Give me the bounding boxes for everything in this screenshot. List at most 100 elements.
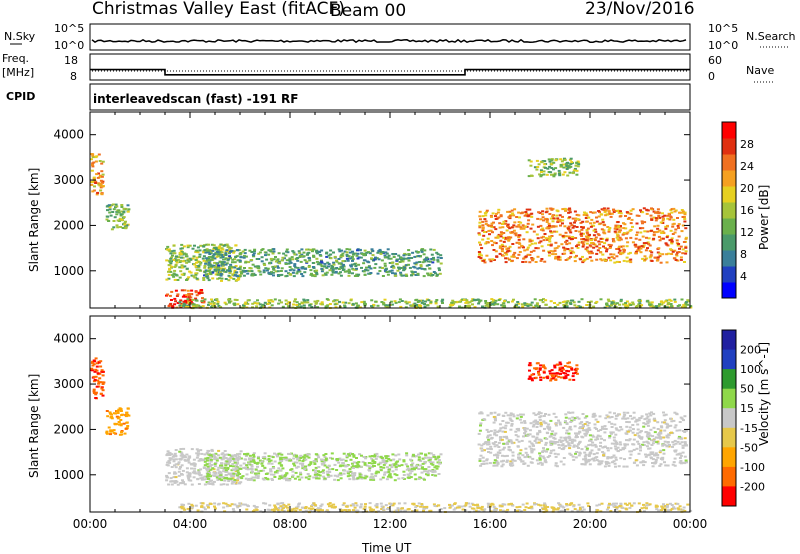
data-cell xyxy=(223,479,227,482)
data-cell xyxy=(582,508,586,511)
data-cell xyxy=(173,303,177,306)
data-cell xyxy=(382,303,386,306)
data-cell xyxy=(263,452,267,455)
data-cell xyxy=(311,266,315,268)
data-cell xyxy=(95,385,99,388)
data-cell xyxy=(541,160,545,163)
data-cell xyxy=(506,226,510,228)
data-cell xyxy=(586,232,590,235)
data-cell xyxy=(419,255,422,257)
data-cell xyxy=(194,272,198,275)
data-cell xyxy=(581,220,585,223)
data-cell xyxy=(248,457,252,460)
data-cell xyxy=(349,458,353,461)
data-cell xyxy=(478,233,482,236)
data-cell xyxy=(268,249,272,252)
data-cell xyxy=(599,251,603,254)
data-cell xyxy=(277,452,281,455)
data-cell xyxy=(393,473,397,476)
data-cell xyxy=(596,249,600,252)
data-cell xyxy=(193,471,197,474)
data-cell xyxy=(259,469,263,472)
data-cell xyxy=(503,455,507,458)
data-cell xyxy=(170,256,173,259)
data-cell xyxy=(330,506,334,509)
data-cell xyxy=(479,411,483,414)
data-cell xyxy=(120,414,124,417)
data-cell xyxy=(679,256,683,259)
data-cell xyxy=(541,227,545,230)
data-cell xyxy=(492,226,496,229)
data-cell xyxy=(218,306,222,309)
data-cell xyxy=(570,510,574,513)
data-cell xyxy=(348,474,352,477)
data-cell xyxy=(679,245,683,248)
data-cell xyxy=(166,461,170,464)
data-cell xyxy=(307,256,311,259)
data-cell xyxy=(365,464,369,467)
data-cell xyxy=(625,421,629,423)
data-cell xyxy=(167,248,171,251)
data-cell xyxy=(563,300,567,303)
data-cell xyxy=(235,474,239,477)
data-cell xyxy=(305,455,309,458)
data-cell xyxy=(451,304,455,306)
data-cell xyxy=(534,247,538,250)
data-cell xyxy=(207,477,210,480)
data-cell xyxy=(287,305,291,308)
data-cell xyxy=(642,444,646,446)
data-cell xyxy=(211,249,215,252)
data-cell xyxy=(482,259,486,262)
data-cell xyxy=(505,253,509,256)
data-cell xyxy=(124,427,128,430)
data-cell xyxy=(685,444,688,447)
data-cell xyxy=(370,457,374,460)
data-cell xyxy=(402,459,406,462)
data-cell xyxy=(310,272,313,275)
data-cell xyxy=(494,419,497,422)
data-cell xyxy=(599,213,603,216)
data-cell xyxy=(628,438,632,441)
data-cell xyxy=(325,305,329,308)
data-cell xyxy=(418,476,422,479)
data-cell xyxy=(504,251,508,254)
data-cell xyxy=(598,503,601,506)
data-cell xyxy=(625,245,629,248)
data-cell xyxy=(231,465,235,468)
data-cell xyxy=(289,273,293,276)
data-cell xyxy=(605,237,609,240)
data-cell xyxy=(220,453,224,456)
data-cell xyxy=(359,505,363,508)
data-cell xyxy=(596,438,600,441)
data-cell xyxy=(437,455,441,458)
data-cell xyxy=(251,302,255,305)
data-cell xyxy=(332,506,336,509)
data-cell xyxy=(497,208,501,211)
data-cell xyxy=(431,261,435,264)
data-cell xyxy=(193,276,197,279)
data-cell xyxy=(200,478,204,481)
data-cell xyxy=(494,218,498,220)
data-cell xyxy=(622,411,626,414)
data-cell xyxy=(559,460,563,463)
data-cell xyxy=(586,239,590,242)
data-cell xyxy=(637,246,641,249)
data-cell xyxy=(320,261,324,264)
data-cell xyxy=(236,453,239,456)
data-cell xyxy=(355,465,359,468)
data-cell xyxy=(477,251,481,253)
data-cell xyxy=(195,452,199,455)
data-cell xyxy=(370,299,374,302)
data-cell xyxy=(457,506,461,509)
data-cell xyxy=(590,259,594,262)
data-cell xyxy=(559,158,563,161)
data-cell xyxy=(379,466,383,468)
data-cell xyxy=(189,258,193,261)
data-cell xyxy=(581,261,585,264)
data-cell xyxy=(607,504,611,507)
data-cell xyxy=(336,479,340,482)
data-cell xyxy=(650,218,654,221)
data-cell xyxy=(487,305,491,308)
data-cell xyxy=(639,209,642,212)
data-cell xyxy=(198,261,201,263)
